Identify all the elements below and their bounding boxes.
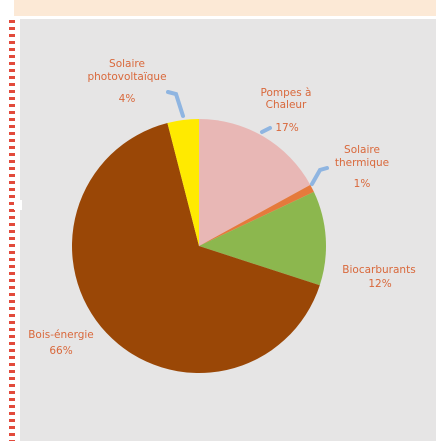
slice-value-bois-energie: 66%: [49, 345, 72, 357]
pie-slice-pompes-a-chaleur: [199, 119, 311, 246]
dashed-side-rule: [9, 20, 15, 441]
slice-label-biocarburants: Biocarburants: [342, 264, 415, 276]
slice-value-biocarburants: 12%: [368, 278, 391, 290]
pie-slice-biocarburants: [199, 191, 326, 286]
header-band: [14, 0, 436, 16]
slice-label-line-2: Chaleur: [266, 99, 307, 111]
slice-label-line-2: photovoltaïque: [87, 71, 166, 83]
pie-slice-solaire-thermique: [199, 184, 314, 246]
slice-value-pac: 17%: [275, 122, 298, 134]
pie-slice-solaire-photovoltaique: [167, 119, 199, 246]
panel-notch: [14, 200, 22, 210]
leader-line-pv: [166, 90, 185, 118]
leader-line-solaire-thermique: [310, 166, 329, 186]
slice-label-bois-energie: Bois-énergie: [28, 329, 94, 341]
pie-slice-bois-energie: [71, 122, 320, 374]
slice-label-line-1: Solaire: [109, 58, 145, 70]
slice-value-pv: 4%: [119, 93, 136, 105]
slice-label-line-1: Solaire: [344, 144, 380, 156]
slice-value-solaire-thermique: 1%: [354, 178, 371, 190]
leader-line-pac: [260, 126, 272, 134]
slice-label-line-2: thermique: [335, 157, 389, 169]
leader-lines: [166, 90, 329, 186]
pie-slices: [71, 119, 326, 374]
slice-label-line-1: Pompes à: [261, 87, 312, 99]
